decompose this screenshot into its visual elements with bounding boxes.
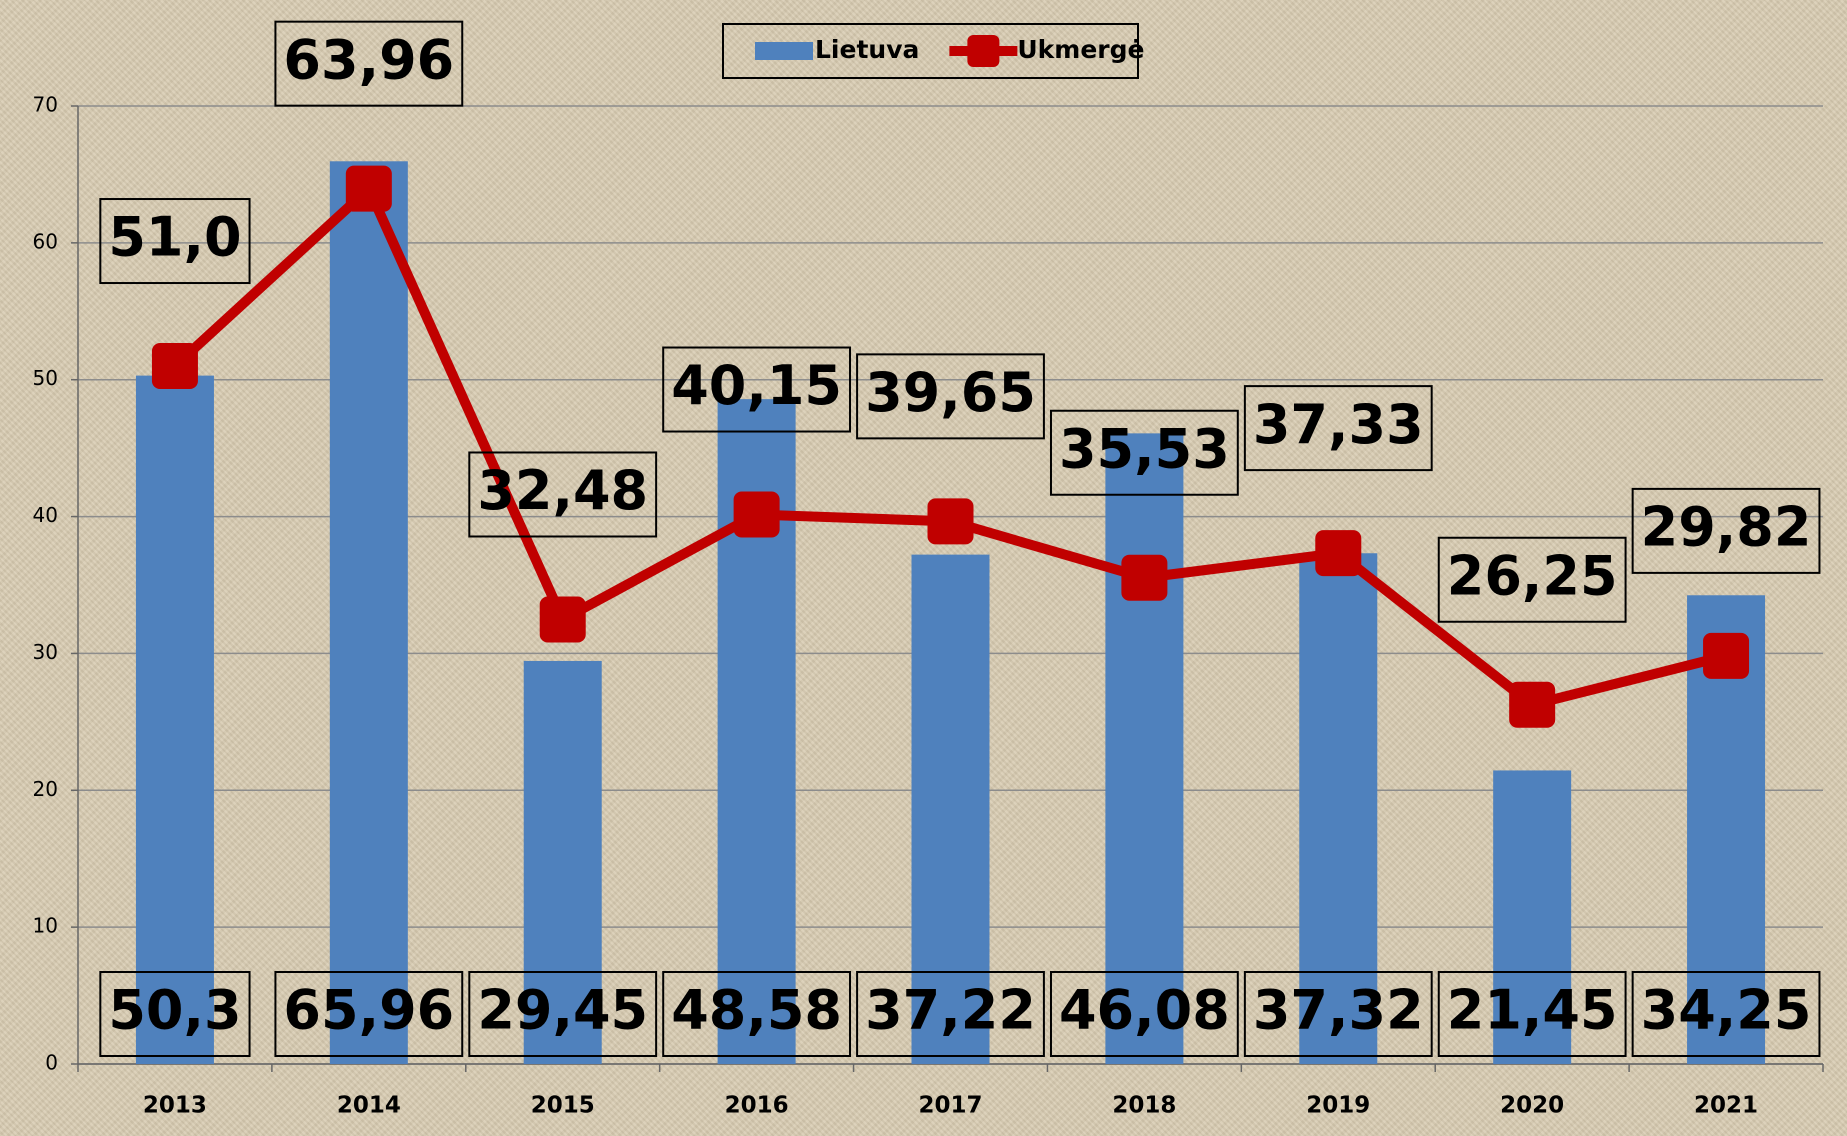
marker — [927, 498, 974, 545]
data-label-box — [1437, 971, 1627, 1057]
data-label: 37,33 — [1253, 393, 1424, 456]
data-label-box — [1049, 409, 1239, 496]
x-tick-label: 2015 — [531, 1093, 595, 1119]
data-label: 37,32 — [1253, 979, 1424, 1042]
marker — [345, 165, 392, 212]
data-label: 39,65 — [865, 361, 1036, 424]
x-tick-label: 2017 — [918, 1093, 982, 1119]
x-tick-label: 2013 — [143, 1093, 207, 1119]
bar — [329, 161, 408, 1064]
data-label: 32,48 — [477, 459, 648, 522]
data-label-box — [662, 346, 852, 433]
data-label-box — [856, 353, 1045, 440]
data-label: 26,25 — [1447, 544, 1618, 607]
data-label-box — [1631, 971, 1821, 1057]
x-tick-label: 2020 — [1500, 1093, 1564, 1119]
marker — [1509, 681, 1556, 728]
data-label: 51,0 — [108, 206, 241, 269]
bar — [523, 660, 602, 1064]
data-label: 40,15 — [671, 354, 842, 417]
data-label-box — [1437, 536, 1627, 623]
y-tick-label: 60 — [33, 229, 58, 253]
y-tick-label: 50 — [33, 366, 58, 390]
data-label-box — [1243, 971, 1433, 1057]
y-tick-label: 30 — [33, 640, 58, 664]
bar — [1493, 770, 1572, 1064]
data-label: 63,96 — [283, 28, 454, 91]
y-tick-label: 70 — [33, 93, 58, 117]
data-label-box — [662, 971, 852, 1057]
bar — [1299, 553, 1378, 1064]
data-label-box — [274, 971, 464, 1057]
data-label: 46,08 — [1059, 979, 1230, 1042]
marker — [539, 596, 586, 643]
bar — [135, 375, 214, 1064]
data-label-box — [1631, 487, 1821, 574]
data-label-box — [99, 198, 251, 285]
legend-label: Lietuva — [815, 35, 919, 64]
data-label-box — [1243, 385, 1433, 472]
marker — [1121, 554, 1168, 601]
data-label: 48,58 — [671, 979, 842, 1042]
legend-box — [722, 23, 1139, 79]
data-label: 50,3 — [108, 979, 241, 1042]
data-label: 29,45 — [477, 979, 648, 1042]
legend-swatch — [967, 35, 1000, 67]
marker — [733, 491, 780, 538]
y-tick-label: 40 — [33, 503, 58, 527]
data-label-box — [1049, 971, 1239, 1057]
data-label: 34,25 — [1641, 979, 1812, 1042]
legend-label: Ukmergė — [1017, 35, 1144, 64]
data-label: 35,53 — [1059, 417, 1230, 480]
bar — [911, 554, 990, 1064]
y-tick-label: 20 — [33, 777, 58, 801]
marker — [1703, 632, 1750, 679]
data-label-box — [468, 971, 658, 1057]
data-label-box — [856, 971, 1045, 1057]
x-tick-label: 2019 — [1306, 1093, 1370, 1119]
marker — [1315, 530, 1362, 577]
x-tick-label: 2014 — [337, 1093, 401, 1119]
y-tick-label: 0 — [45, 1051, 58, 1075]
x-tick-label: 2018 — [1112, 1093, 1176, 1119]
data-label-box — [99, 971, 251, 1057]
marker — [151, 343, 198, 390]
data-label-box — [274, 20, 464, 107]
x-tick-label: 2016 — [725, 1093, 789, 1119]
data-label: 65,96 — [283, 979, 454, 1042]
data-label-box — [468, 451, 658, 538]
y-tick-label: 10 — [33, 914, 58, 938]
data-label: 37,22 — [865, 979, 1036, 1042]
data-label: 29,82 — [1641, 496, 1812, 559]
legend-swatch — [755, 42, 813, 60]
bar — [1105, 433, 1184, 1064]
data-label: 21,45 — [1447, 979, 1618, 1042]
x-tick-label: 2021 — [1694, 1093, 1758, 1119]
